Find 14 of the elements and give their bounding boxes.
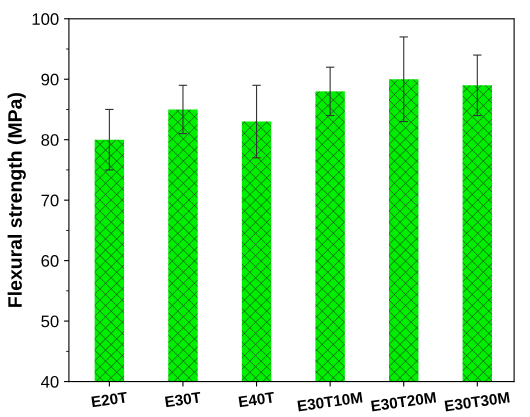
- x-tick-label: E40T: [238, 392, 276, 408]
- y-axis-title: Flexural strength (MPa): [8, 93, 26, 307]
- y-tick-label: 60: [41, 255, 59, 267]
- y-tick-label: 40: [41, 376, 59, 388]
- y-tick-label: 50: [41, 315, 59, 328]
- y-tick-label: 100: [32, 13, 59, 25]
- x-tick-label: E30T10M: [297, 392, 362, 412]
- x-tick-label: E30T: [164, 392, 202, 408]
- y-tick-label: 80: [41, 134, 59, 146]
- x-tick-label: E30T30M: [444, 392, 510, 412]
- x-tick-label: E20T: [91, 392, 128, 408]
- y-tick-label: 90: [41, 74, 59, 86]
- x-tick-label: E30T20M: [371, 392, 436, 412]
- y-tick-label: 70: [41, 194, 59, 206]
